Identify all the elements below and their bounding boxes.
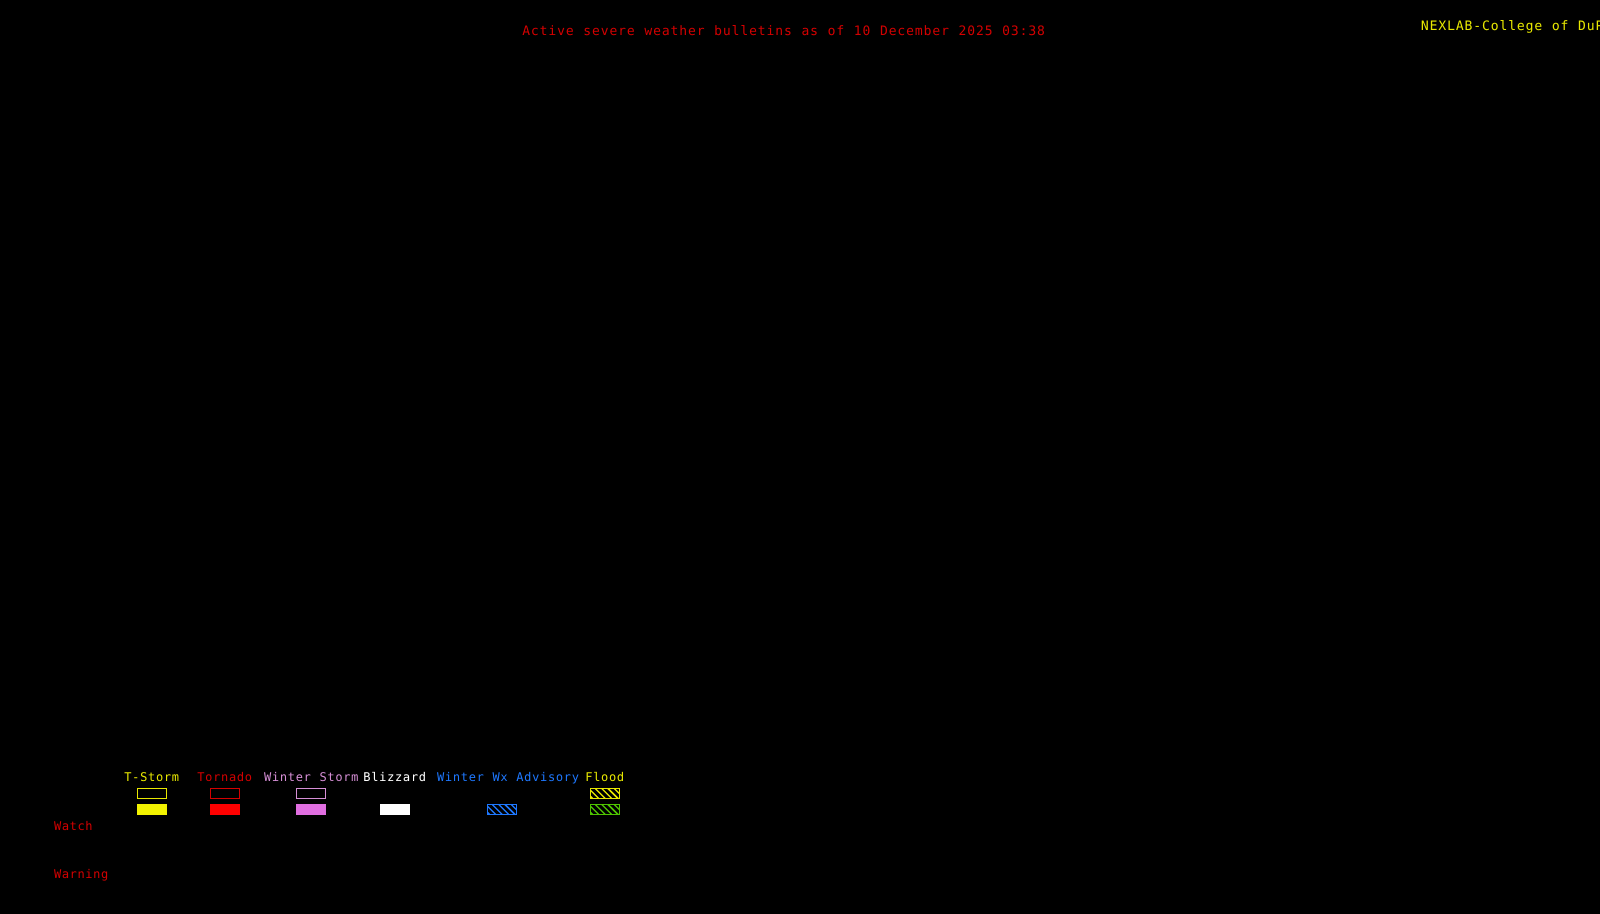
legend-swatch-watch [590,787,620,799]
legend-swatch-slot-watch [582,785,628,801]
legend-swatch-watch [296,787,326,799]
legend-swatch-warning [590,803,620,815]
legend-column-label: Winter Storm [264,770,360,784]
legend-column-label: Flood [585,770,625,784]
legend-column-blizzard[interactable]: Blizzard [363,770,427,817]
legend-swatch-slot-warning [197,801,253,817]
legend-column-flood[interactable]: Flood [582,770,628,817]
legend-column-label: T-Storm [124,770,180,784]
legend-swatch-warning [487,803,517,815]
legend-swatch-slot-watch [197,785,253,801]
title-bar: Active severe weather bulletins as of 10… [0,20,1568,40]
legend-row-label-watch: Watch [54,819,94,833]
legend-swatch-slot-warning [264,801,358,817]
legend-column-label: Winter Wx Advisory [437,770,580,784]
legend: Watch Warning T-Storm Tornado Winter Storm… [0,770,1600,881]
legend-column-label: Blizzard [363,770,427,784]
legend-swatch-warning [210,803,240,815]
legend-swatch-slot-watch [363,785,427,801]
brand-attribution: NEXLAB-College of DuPage◢ [1386,3,1600,51]
brand-label: NEXLAB-College of DuPage [1420,19,1600,34]
legend-swatch-slot-warning [437,801,567,817]
legend-swatch-slot-watch [124,785,180,801]
legend-swatch-slot-watch [264,785,358,801]
legend-row-label-warning: Warning [54,867,109,881]
legend-column-t-storm[interactable]: T-Storm [124,770,180,817]
legend-swatch-watch [137,787,167,799]
legend-swatch-warning [296,803,326,815]
legend-swatch-warning [380,803,410,815]
legend-swatch-slot-warning [363,801,427,817]
legend-column-winter-storm[interactable]: Winter Storm [264,770,358,817]
legend-column-tornado[interactable]: Tornado [197,770,253,817]
legend-swatch-slot-warning [582,801,628,817]
legend-swatch-warning [137,803,167,815]
legend-swatch-watch [210,787,240,799]
legend-swatch-slot-warning [124,801,180,817]
legend-swatch-slot-watch [437,785,567,801]
legend-column-label: Tornado [197,770,253,784]
legend-row-labels: Watch Warning [54,786,109,914]
map-canvas[interactable] [0,46,1600,766]
legend-column-winter-wx-advisory[interactable]: Winter Wx Advisory [437,770,580,817]
page-title: Active severe weather bulletins as of 10… [522,24,1046,39]
